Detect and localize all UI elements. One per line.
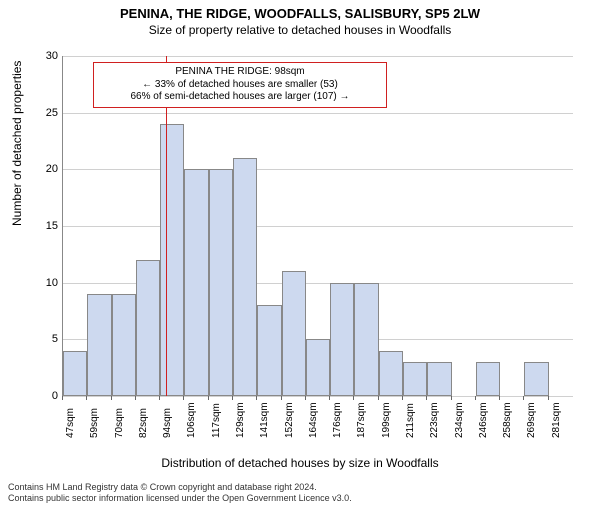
y-tick-label: 15 [28,220,58,232]
histogram-bar [476,362,500,396]
x-tick-label: 141sqm [259,402,270,438]
histogram-bar [306,339,330,396]
x-axis-label: Distribution of detached houses by size … [0,456,600,470]
footer-line-1: Contains HM Land Registry data © Crown c… [8,482,352,493]
chart-sub-title: Size of property relative to detached ho… [0,23,600,37]
x-tick-label: 246sqm [478,402,489,438]
reference-smaller-text: ← 33% of detached houses are smaller (53… [100,79,380,92]
x-tick-container: 47sqm 59sqm 70sqm 82sqm 94sqm 106sqm 117sqm 129… [62,396,572,456]
y-axis-label: Number of detached properties [10,61,24,226]
x-tick-mark [62,396,63,400]
x-tick-mark [402,396,403,400]
x-tick-label: 129sqm [235,402,246,438]
x-tick-mark [183,396,184,400]
x-tick-mark [548,396,549,400]
histogram-bar [233,158,257,396]
reference-annotation-box: PENINA THE RIDGE: 98sqm ← 33% of detache… [93,62,387,108]
y-tick-label: 30 [28,50,58,62]
histogram-bar [330,283,354,396]
x-tick-mark [232,396,233,400]
x-tick-label: 164sqm [308,402,319,438]
x-tick-mark [426,396,427,400]
x-tick-label: 59sqm [89,408,100,438]
y-tick-label: 20 [28,163,58,175]
histogram-bar [354,283,378,396]
x-tick-mark [86,396,87,400]
x-tick-label: 211sqm [405,403,416,438]
histogram-bar [379,351,403,396]
x-tick-mark [135,396,136,400]
histogram-plot-area: PENINA THE RIDGE: 98sqm ← 33% of detache… [62,56,573,397]
footer-line-2: Contains public sector information licen… [8,493,352,504]
histogram-bar [282,271,306,396]
histogram-bar [87,294,111,396]
x-tick-mark [329,396,330,400]
x-tick-mark [353,396,354,400]
y-tick-container: 051015202530 [26,56,62,396]
x-tick-mark [208,396,209,400]
y-tick-label: 0 [28,390,58,402]
x-tick-label: 258sqm [502,402,513,438]
histogram-bar [136,260,160,396]
x-tick-mark [111,396,112,400]
y-tick-label: 10 [28,277,58,289]
attribution-footer: Contains HM Land Registry data © Crown c… [8,482,352,504]
chart-main-title: PENINA, THE RIDGE, WOODFALLS, SALISBURY,… [0,6,600,21]
x-tick-label: 234sqm [454,402,465,438]
x-tick-mark [499,396,500,400]
x-tick-mark [256,396,257,400]
y-tick-label: 25 [28,107,58,119]
reference-larger-text: 66% of semi-detached houses are larger (… [100,91,380,104]
x-tick-label: 152sqm [284,402,295,438]
histogram-bar [184,169,208,396]
x-tick-label: 199sqm [381,402,392,438]
x-tick-label: 117sqm [211,403,222,438]
gridline [63,226,573,227]
x-tick-mark [305,396,306,400]
reference-header: PENINA THE RIDGE: 98sqm [100,66,380,79]
x-tick-mark [451,396,452,400]
x-tick-label: 269sqm [526,402,537,438]
histogram-bar [209,169,233,396]
x-tick-label: 223sqm [429,402,440,438]
x-tick-label: 281sqm [551,402,562,438]
histogram-bar [112,294,136,396]
x-tick-label: 47sqm [65,408,76,438]
y-tick-label: 5 [28,333,58,345]
x-tick-mark [159,396,160,400]
gridline [63,113,573,114]
x-tick-label: 176sqm [332,402,343,438]
histogram-bar [524,362,548,396]
x-tick-mark [475,396,476,400]
x-tick-mark [378,396,379,400]
x-tick-label: 106sqm [186,402,197,438]
histogram-bar [160,124,184,396]
x-tick-mark [281,396,282,400]
x-tick-label: 94sqm [162,408,173,438]
histogram-bar [403,362,427,396]
histogram-bar [427,362,451,396]
histogram-bar [63,351,87,396]
histogram-bar [257,305,281,396]
x-tick-label: 82sqm [138,408,149,438]
x-tick-mark [523,396,524,400]
gridline [63,56,573,57]
gridline [63,169,573,170]
x-tick-label: 70sqm [114,408,125,438]
x-tick-label: 187sqm [356,402,367,438]
